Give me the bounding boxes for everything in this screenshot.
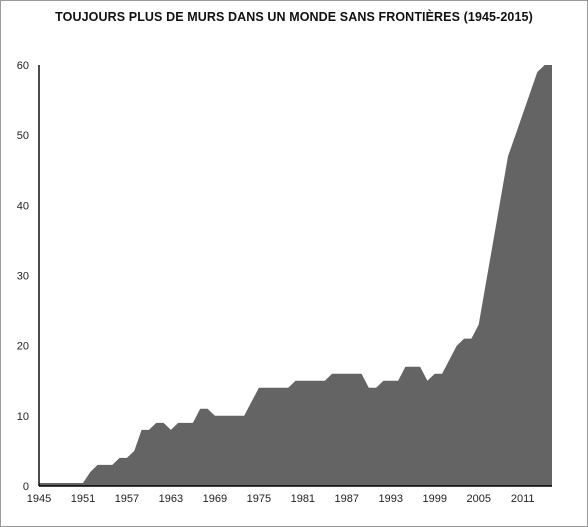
area-series-0	[39, 65, 552, 486]
x-tick-label: 1945	[27, 493, 51, 505]
y-tick-label: 60	[17, 60, 29, 72]
x-tick-label: 1963	[159, 493, 183, 505]
axis-layer	[38, 65, 552, 487]
x-tick-label: 1981	[291, 493, 315, 505]
y-tick-label: 50	[17, 130, 29, 142]
x-tick-label: 1975	[247, 493, 271, 505]
area-layer	[39, 65, 552, 486]
y-tick-label: 0	[23, 481, 29, 493]
y-tick-label: 40	[17, 200, 29, 212]
y-tick-label: 20	[17, 341, 29, 353]
x-tick-label: 1999	[423, 493, 447, 505]
x-tick-label: 1957	[115, 493, 139, 505]
x-tick-label: 1987	[335, 493, 359, 505]
chart-title: TOUJOURS PLUS DE MURS DANS UN MONDE SANS…	[55, 10, 533, 24]
x-tick-label: 1993	[379, 493, 403, 505]
x-tick-label: 1969	[203, 493, 227, 505]
x-tick-labels: 1945 1951 1957 1963 1969 1975 1981 1987 1993 1999…	[27, 493, 535, 505]
y-tick-label: 10	[17, 411, 29, 423]
y-tick-label: 30	[17, 271, 29, 283]
y-tick-labels: 0 10 20 30 40 50 60	[17, 60, 29, 493]
x-tick-label: 2005	[466, 493, 490, 505]
x-tick-label: 1951	[71, 493, 95, 505]
x-tick-label: 2011	[511, 493, 535, 505]
